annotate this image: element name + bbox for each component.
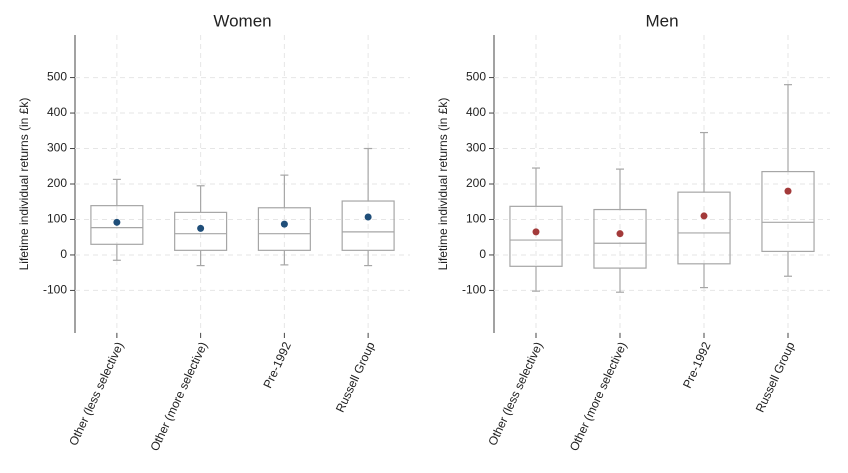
chart-title: Men — [645, 11, 678, 30]
box — [257, 207, 311, 251]
y-tick-label: 300 — [47, 141, 67, 155]
x-tick-label: Other (less selective) — [485, 340, 545, 448]
box — [761, 170, 815, 253]
y-tick-label: 100 — [466, 212, 486, 226]
chart-title: Women — [213, 11, 271, 30]
mean-dot — [113, 218, 121, 226]
y-tick-label: 0 — [60, 247, 67, 261]
mean-dot — [364, 213, 372, 221]
y-tick-label: 0 — [479, 247, 486, 261]
y-tick-label: 200 — [47, 176, 67, 190]
mean-dot — [197, 224, 205, 232]
box — [174, 211, 228, 251]
y-tick-label: 500 — [466, 70, 486, 84]
box — [90, 205, 144, 245]
x-tick-label: Russell Group — [333, 339, 378, 414]
box — [509, 205, 563, 267]
box — [341, 200, 395, 251]
y-tick-label: 500 — [47, 70, 67, 84]
x-tick-label: Other (less selective) — [66, 340, 126, 448]
mean-dot — [532, 228, 540, 236]
y-tick-label: 300 — [466, 141, 486, 155]
box — [677, 191, 731, 265]
x-tick-label: Pre-1992 — [260, 339, 294, 390]
x-tick-label: Other (more selective) — [147, 340, 210, 453]
mean-dot — [700, 212, 708, 220]
y-tick-label: 100 — [47, 212, 67, 226]
x-tick-label: Russell Group — [753, 339, 798, 414]
mean-dot — [280, 220, 288, 228]
mean-dot — [616, 230, 624, 238]
x-tick-label: Pre-1992 — [680, 339, 714, 390]
y-tick-label: -100 — [43, 283, 67, 297]
box — [593, 208, 647, 269]
x-tick-label: Other (more selective) — [567, 340, 630, 453]
y-tick-label: 200 — [466, 176, 486, 190]
y-axis-label: Lifetime individual returns (in £k) — [17, 98, 31, 271]
y-axis-label: Lifetime individual returns (in £k) — [436, 98, 450, 271]
y-tick-label: 400 — [466, 105, 486, 119]
y-tick-label: 400 — [47, 105, 67, 119]
y-tick-label: -100 — [462, 283, 486, 297]
mean-dot — [784, 187, 792, 195]
